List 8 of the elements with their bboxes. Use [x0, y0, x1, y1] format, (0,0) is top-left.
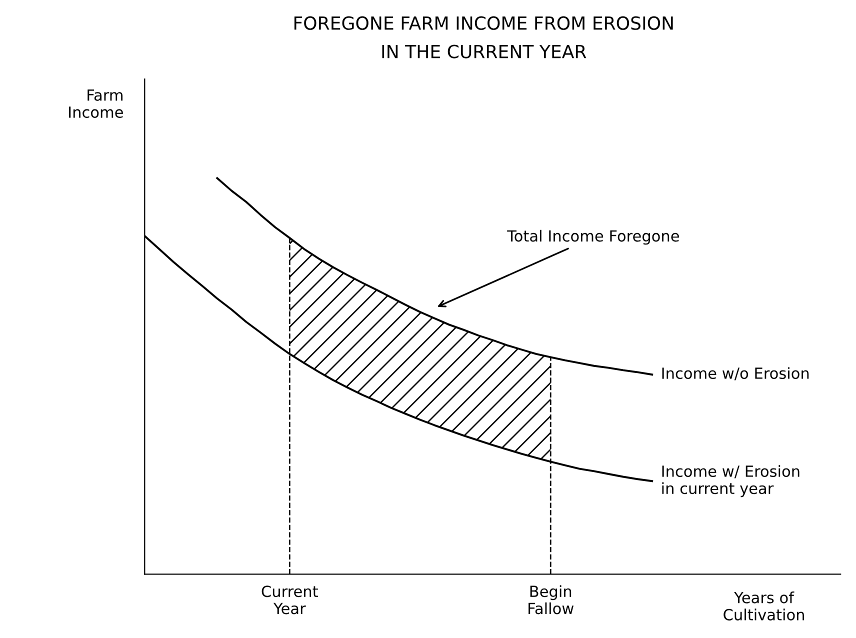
x-tick-label: Current Year — [262, 586, 318, 614]
annotation: Total Income Foregone — [507, 230, 679, 245]
series-label: Income w/o Erosion — [662, 367, 809, 380]
series-label: Income w/ Erosion in current year — [662, 465, 800, 498]
y-axis-title: Farm Income — [69, 89, 123, 118]
chart-title: FOREGONE FARM INCOME FROM EROSION IN THE CURRENT YEAR — [294, 16, 673, 58]
x-tick-label: Begin Fallow — [528, 585, 574, 614]
x-axis-title: Years of Cultivation — [724, 592, 804, 620]
